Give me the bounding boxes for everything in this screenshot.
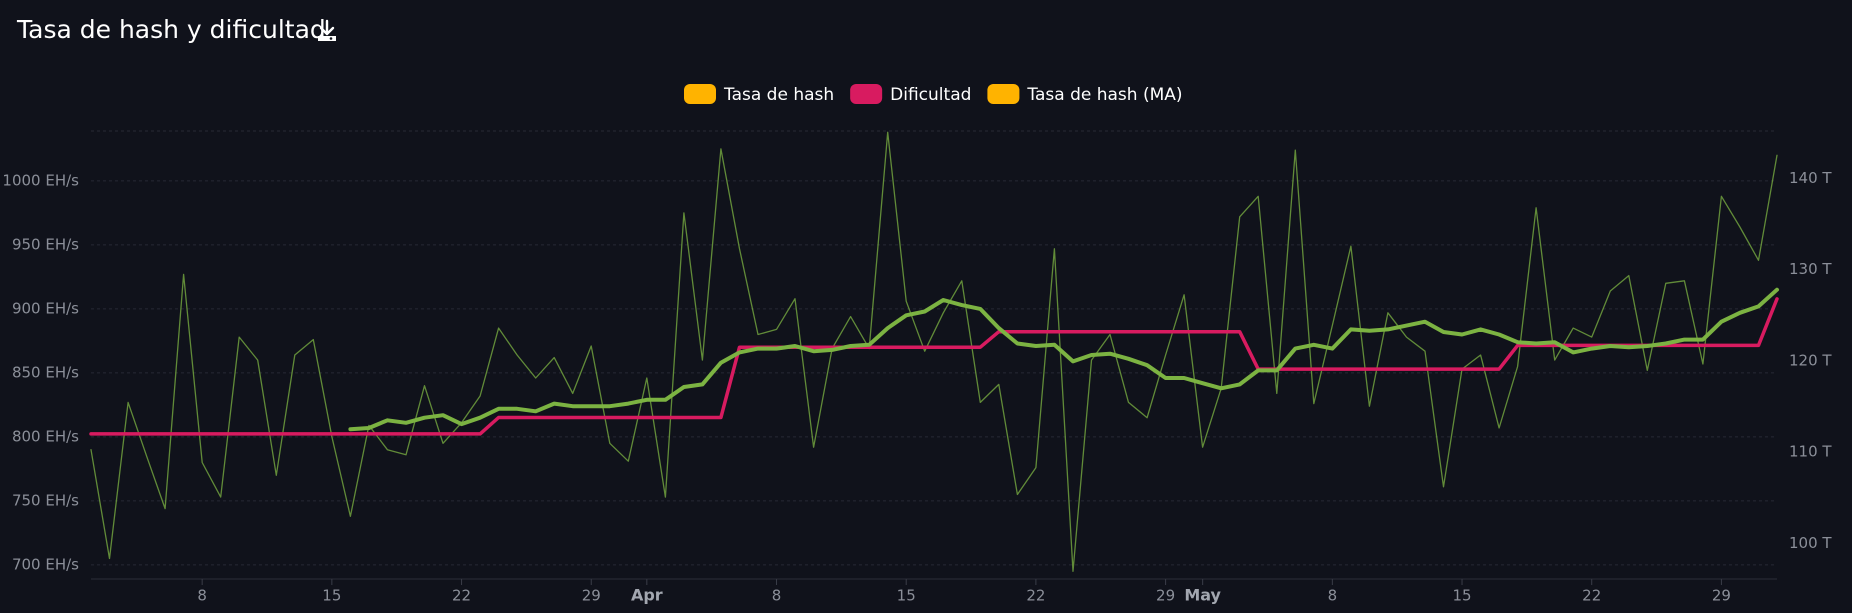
legend-label: Tasa de hash [723,85,834,105]
legend-label: Dificultad [890,85,971,105]
y-tick-label: 850 EH/s [12,363,79,381]
y-tick-label: 900 EH/s [12,299,79,317]
y-tick-label: 1000 EH/s [2,171,79,189]
series-line [348,287,1779,432]
x-tick-label: Apr [631,586,663,605]
download-button[interactable] [318,19,336,41]
y-tick-label: 950 EH/s [12,235,79,253]
legend-swatch [987,84,1020,104]
x-tick-label: May [1184,586,1221,605]
x-tick-label: 8 [772,587,782,605]
y-tick-label: 750 EH/s [12,491,79,509]
y2-tick-label: 110 T [1789,443,1832,461]
y2-tick-label: 120 T [1789,351,1832,369]
y-tick-label: 800 EH/s [12,427,79,445]
x-tick-label: 8 [197,587,207,605]
x-tick-label: 29 [1712,587,1731,605]
y-tick-label: 700 EH/s [12,555,79,573]
series-line [89,297,1779,436]
x-tick-label: 15 [897,587,916,605]
x-tick-label: 15 [1452,587,1471,605]
legend: Tasa de hash Dificultad Tasa de hash (MA) [684,84,1183,105]
x-tick-label: 29 [582,587,601,605]
legend-swatch [850,84,883,104]
legend-label: Tasa de hash (MA) [1026,85,1182,105]
x-tick-label: 15 [322,587,341,605]
y2-tick-label: 130 T [1789,260,1832,278]
legend-swatch [684,84,716,104]
y2-tick-label: 140 T [1789,169,1832,187]
chart-title: Tasa de hash y dificultad [16,15,326,44]
x-tick-label: 8 [1328,587,1338,605]
x-tick-label: 22 [452,587,471,605]
x-tick-label: 29 [1156,587,1175,605]
y2-tick-label: 100 T [1789,534,1832,552]
x-tick-label: 22 [1582,587,1601,605]
x-tick-label: 22 [1026,587,1045,605]
series-line [90,131,1778,572]
